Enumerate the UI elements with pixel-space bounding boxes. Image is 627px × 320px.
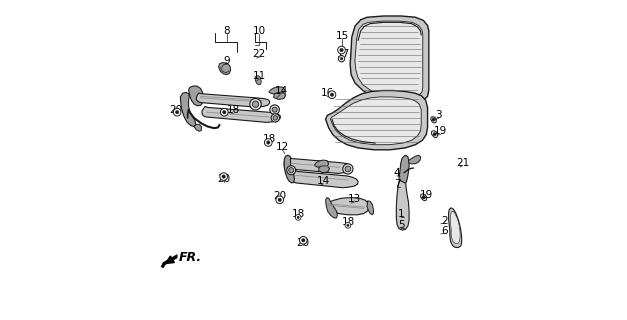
Text: FR.: FR. [179,251,202,264]
Circle shape [288,168,293,173]
Circle shape [422,196,425,199]
Circle shape [330,93,334,96]
Circle shape [345,222,350,228]
Text: 7: 7 [394,179,400,189]
Polygon shape [451,211,460,244]
Polygon shape [350,16,429,103]
Polygon shape [161,255,177,268]
Circle shape [265,139,272,146]
Circle shape [222,175,225,178]
Polygon shape [396,179,409,230]
Polygon shape [284,157,351,173]
Polygon shape [202,107,280,123]
Circle shape [220,173,228,180]
Polygon shape [367,201,374,215]
Circle shape [252,101,259,108]
Polygon shape [284,155,295,183]
Polygon shape [181,92,196,126]
Text: 10: 10 [253,26,266,36]
Polygon shape [326,197,369,215]
Text: 6: 6 [441,226,448,236]
Text: 20: 20 [217,174,230,184]
Text: 20: 20 [169,105,182,115]
Circle shape [223,110,226,114]
Text: 1: 1 [398,209,404,219]
Polygon shape [408,155,421,164]
Text: 17: 17 [337,49,350,59]
Circle shape [250,99,261,110]
Circle shape [266,141,270,144]
Text: 4: 4 [394,168,400,178]
Polygon shape [319,166,330,173]
Circle shape [347,224,349,227]
Text: 11: 11 [253,71,266,81]
Text: 9: 9 [223,56,230,66]
Circle shape [272,107,277,112]
Circle shape [302,239,305,242]
Circle shape [300,236,307,244]
Polygon shape [325,197,337,218]
Circle shape [295,214,301,220]
Text: 2: 2 [441,216,448,226]
Circle shape [273,116,278,120]
Text: 15: 15 [335,31,349,41]
Text: 8: 8 [223,26,230,36]
Circle shape [338,46,345,54]
Text: 16: 16 [320,88,334,98]
Text: 22: 22 [253,49,266,59]
Polygon shape [273,92,286,100]
Polygon shape [448,208,461,248]
Polygon shape [325,91,428,150]
Polygon shape [431,131,438,138]
Text: 12: 12 [276,142,289,152]
Circle shape [297,216,299,219]
Polygon shape [314,160,329,168]
Circle shape [339,55,345,62]
Circle shape [276,196,283,204]
Text: 19: 19 [420,190,433,200]
Circle shape [343,164,353,174]
Polygon shape [189,86,203,106]
Circle shape [287,166,296,175]
Polygon shape [290,170,358,188]
Circle shape [271,114,280,122]
Text: 18: 18 [226,105,240,115]
Polygon shape [355,21,423,98]
Circle shape [278,198,282,202]
Text: 14: 14 [275,86,288,97]
Circle shape [328,91,336,99]
Polygon shape [255,76,261,85]
Polygon shape [399,155,409,183]
Text: 21: 21 [456,158,469,168]
Polygon shape [330,97,421,145]
Circle shape [340,57,343,60]
Text: 13: 13 [347,194,361,204]
Circle shape [270,105,280,115]
Polygon shape [196,93,270,107]
Circle shape [173,108,181,116]
Polygon shape [219,62,231,75]
Text: 19: 19 [434,126,447,136]
Text: 20: 20 [297,238,310,248]
Circle shape [432,118,435,121]
Polygon shape [421,194,427,201]
Text: 18: 18 [292,209,305,219]
Circle shape [340,48,343,52]
Circle shape [433,132,436,136]
Text: 18: 18 [342,217,355,227]
Text: 5: 5 [398,220,404,230]
Circle shape [221,108,228,116]
Polygon shape [431,117,436,123]
Text: 14: 14 [317,176,330,186]
Text: 20: 20 [273,191,286,201]
Polygon shape [194,124,201,131]
Text: 18: 18 [263,134,277,144]
Polygon shape [269,87,285,94]
Circle shape [345,166,350,172]
Circle shape [176,110,179,114]
Text: 3: 3 [435,110,441,120]
